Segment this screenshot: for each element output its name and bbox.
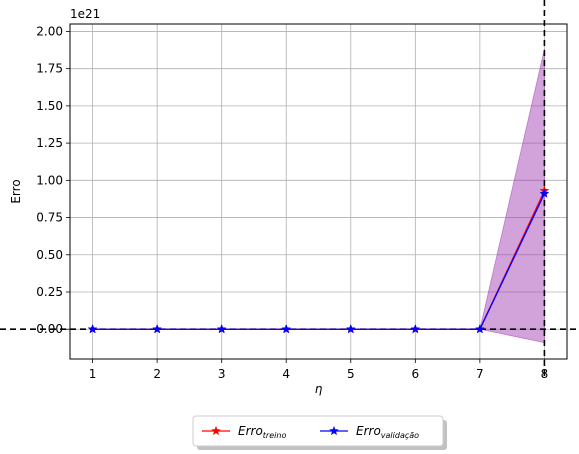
y-tick-label: 0.75 xyxy=(36,211,63,225)
legend-box xyxy=(192,415,444,447)
legend-swatch-marker xyxy=(329,425,339,436)
x-tick-label: 2 xyxy=(153,367,161,381)
y-tick-label: 0.25 xyxy=(36,285,63,299)
y-axis-label: Erro xyxy=(9,179,23,203)
x-tick-label: 1 xyxy=(89,367,97,381)
validation-error-band xyxy=(92,49,545,344)
series-line-treino xyxy=(92,190,545,330)
x-tick-label: 8 xyxy=(541,367,549,381)
y-tick-label: 1.50 xyxy=(36,99,63,113)
y-tick-label: 1.00 xyxy=(36,173,63,187)
series-point-validação xyxy=(410,324,421,334)
series-point-validação xyxy=(345,324,356,334)
plot-area-frame xyxy=(69,23,568,360)
x-tick-label: 5 xyxy=(347,367,355,381)
x-tick-label: 3 xyxy=(218,367,226,381)
x-axis-label: η xyxy=(315,382,323,396)
y-tick-label: 2.00 xyxy=(36,24,63,38)
legend-swatch-marker xyxy=(211,425,221,436)
legend-entry-label: Errotreino xyxy=(238,424,286,440)
grid-lines xyxy=(70,24,567,359)
series-point-validação xyxy=(152,324,163,334)
y-tick-label: 1.25 xyxy=(36,136,63,150)
confidence-bands xyxy=(92,49,545,344)
y-offset-label: 1e21 xyxy=(70,7,100,21)
x-tick-label: 4 xyxy=(282,367,290,381)
series-point-validação xyxy=(474,324,485,334)
series-lines xyxy=(87,185,550,334)
x-tick-label: 6 xyxy=(411,367,419,381)
x-tick-label: 7 xyxy=(476,367,484,381)
x-axis-ticks: 1 2 3 4 5 6 7 8 xyxy=(89,359,548,381)
series-point-validação xyxy=(216,324,227,334)
series-line-validação xyxy=(92,193,545,330)
y-tick-label: 0.00 xyxy=(36,322,63,336)
series-point-validação xyxy=(281,324,292,334)
y-tick-label: 0.50 xyxy=(36,248,63,262)
legend-entry-label: Errovalidação xyxy=(356,424,419,440)
legend: Errotreino Errovalidação xyxy=(192,415,447,450)
y-axis-ticks: 0.00 0.25 0.50 0.75 1.00 1.25 1.50 1.75 2.00 xyxy=(36,24,70,336)
series-point-validação xyxy=(87,324,98,334)
series-point-validação xyxy=(539,188,550,198)
y-tick-label: 1.75 xyxy=(36,62,63,76)
